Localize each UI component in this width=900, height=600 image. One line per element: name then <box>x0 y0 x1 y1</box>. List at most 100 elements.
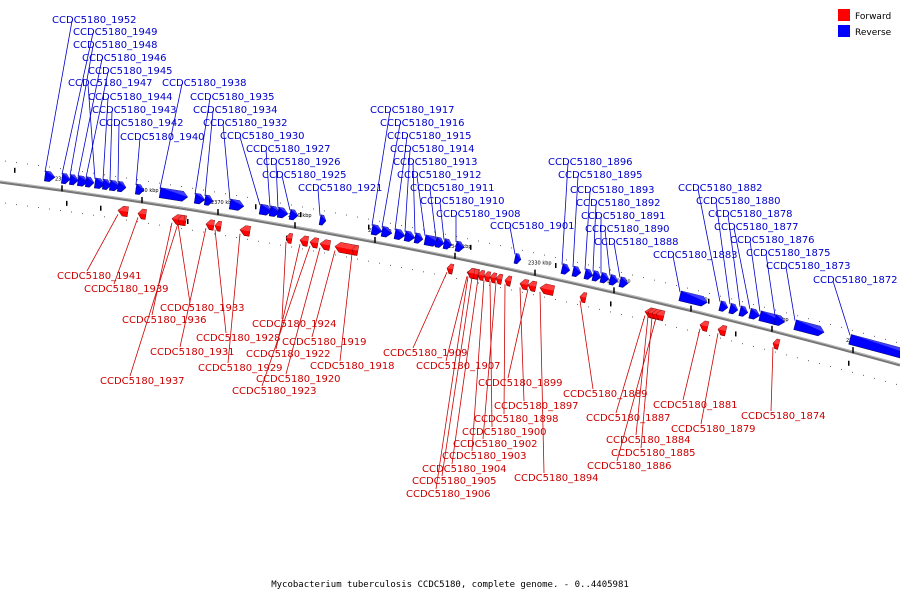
reverse-gene-arrow[interactable] <box>848 334 900 364</box>
reverse-gene-label[interactable]: CCDC5180_1916 <box>380 118 465 129</box>
reverse-gene-label[interactable]: CCDC5180_1948 <box>73 40 158 51</box>
forward-gene-label[interactable]: CCDC5180_1905 <box>412 476 497 487</box>
reverse-gene-label[interactable]: CCDC5180_1908 <box>436 209 521 220</box>
reverse-gene-arrow[interactable] <box>678 290 709 307</box>
reverse-gene-feature[interactable] <box>158 187 189 202</box>
reverse-gene-feature[interactable] <box>228 198 245 211</box>
reverse-gene-feature[interactable] <box>413 232 424 244</box>
forward-gene-label[interactable]: CCDC5180_1918 <box>310 361 395 372</box>
forward-gene-feature[interactable] <box>655 309 666 322</box>
reverse-gene-label[interactable]: CCDC5180_1943 <box>92 105 177 116</box>
reverse-gene-feature[interactable] <box>94 177 106 189</box>
forward-gene-feature[interactable] <box>477 269 486 281</box>
forward-gene-label[interactable]: CCDC5180_1874 <box>741 411 826 422</box>
forward-gene-label[interactable]: CCDC5180_1898 <box>474 414 559 425</box>
forward-gene-feature[interactable] <box>717 324 728 337</box>
forward-gene-label[interactable]: CCDC5180_1928 <box>196 333 281 344</box>
reverse-gene-label[interactable]: CCDC5180_1945 <box>88 66 173 77</box>
forward-gene-label[interactable]: CCDC5180_1884 <box>606 435 691 446</box>
reverse-gene-feature[interactable] <box>393 228 406 241</box>
forward-gene-feature[interactable] <box>205 219 215 231</box>
forward-gene-feature[interactable] <box>495 273 504 285</box>
forward-gene-feature[interactable] <box>299 235 310 247</box>
reverse-gene-label[interactable]: CCDC5180_1932 <box>203 118 288 129</box>
reverse-gene-feature[interactable] <box>678 290 709 307</box>
reverse-gene-label[interactable]: CCDC5180_1893 <box>570 185 655 196</box>
reverse-gene-feature[interactable] <box>380 226 393 238</box>
forward-gene-label[interactable]: CCDC5180_1920 <box>256 374 341 385</box>
reverse-gene-label[interactable]: CCDC5180_1876 <box>730 235 815 246</box>
reverse-gene-label[interactable]: CCDC5180_1878 <box>708 209 793 220</box>
forward-gene-label[interactable]: CCDC5180_1899 <box>478 378 563 389</box>
reverse-gene-feature[interactable] <box>748 308 761 320</box>
reverse-gene-feature[interactable] <box>193 193 206 205</box>
reverse-gene-feature[interactable] <box>618 276 629 289</box>
reverse-gene-label[interactable]: CCDC5180_1940 <box>120 132 205 143</box>
reverse-gene-label[interactable]: CCDC5180_1930 <box>220 131 305 142</box>
reverse-gene-feature[interactable] <box>583 268 594 281</box>
reverse-gene-feature[interactable] <box>108 179 121 192</box>
forward-gene-feature[interactable] <box>527 280 538 292</box>
reverse-gene-arrow[interactable] <box>276 207 289 219</box>
reverse-gene-feature[interactable] <box>268 205 281 218</box>
reverse-gene-arrow[interactable] <box>193 193 206 205</box>
reverse-gene-label[interactable]: CCDC5180_1911 <box>410 183 495 194</box>
forward-gene-label[interactable]: CCDC5180_1897 <box>494 401 579 412</box>
reverse-gene-label[interactable]: CCDC5180_1912 <box>397 170 482 181</box>
forward-gene-label[interactable]: CCDC5180_1919 <box>282 337 367 348</box>
reverse-gene-label[interactable]: CCDC5180_1913 <box>393 157 478 168</box>
forward-gene-feature[interactable] <box>214 220 223 232</box>
forward-gene-label[interactable]: CCDC5180_1906 <box>406 489 491 500</box>
reverse-gene-label[interactable]: CCDC5180_1915 <box>387 131 472 142</box>
reverse-gene-label[interactable]: CCDC5180_1934 <box>193 105 278 116</box>
forward-gene-feature[interactable] <box>504 275 513 287</box>
forward-gene-label[interactable]: CCDC5180_1879 <box>671 424 756 435</box>
forward-gene-label[interactable]: CCDC5180_1889 <box>563 389 648 400</box>
reverse-gene-label[interactable]: CCDC5180_1926 <box>256 157 341 168</box>
reverse-gene-feature[interactable] <box>599 272 610 284</box>
forward-gene-feature[interactable] <box>117 205 129 218</box>
reverse-gene-label[interactable]: CCDC5180_1946 <box>82 53 167 64</box>
reverse-gene-feature[interactable] <box>69 174 79 186</box>
forward-gene-label[interactable]: CCDC5180_1924 <box>252 319 337 330</box>
forward-gene-feature[interactable] <box>309 237 320 249</box>
reverse-gene-feature[interactable] <box>370 224 383 236</box>
reverse-gene-arrow[interactable] <box>44 170 56 182</box>
reverse-gene-label[interactable]: CCDC5180_1901 <box>490 221 575 232</box>
forward-gene-label[interactable]: CCDC5180_1886 <box>587 461 672 472</box>
reverse-gene-label[interactable]: CCDC5180_1927 <box>246 144 331 155</box>
reverse-gene-feature[interactable] <box>77 175 89 187</box>
forward-gene-label[interactable]: CCDC5180_1939 <box>84 284 169 295</box>
reverse-gene-label[interactable]: CCDC5180_1892 <box>576 198 661 209</box>
forward-gene-label[interactable]: CCDC5180_1902 <box>453 439 538 450</box>
reverse-gene-label[interactable]: CCDC5180_1895 <box>558 170 643 181</box>
forward-gene-label[interactable]: CCDC5180_1885 <box>611 448 696 459</box>
forward-gene-feature[interactable] <box>137 208 147 220</box>
reverse-gene-feature[interactable] <box>591 270 602 283</box>
reverse-gene-label[interactable]: CCDC5180_1883 <box>653 250 738 261</box>
reverse-gene-feature[interactable] <box>434 236 445 248</box>
reverse-gene-label[interactable]: CCDC5180_1914 <box>390 144 475 155</box>
reverse-gene-label[interactable]: CCDC5180_1925 <box>262 170 347 181</box>
forward-gene-feature[interactable] <box>539 283 556 296</box>
reverse-gene-feature[interactable] <box>288 209 299 221</box>
reverse-gene-label[interactable]: CCDC5180_1952 <box>52 15 137 26</box>
reverse-gene-label[interactable]: CCDC5180_1890 <box>585 224 670 235</box>
forward-gene-label[interactable]: CCDC5180_1900 <box>462 427 547 438</box>
reverse-gene-label[interactable]: CCDC5180_1917 <box>370 105 455 116</box>
reverse-gene-feature[interactable] <box>44 170 56 182</box>
reverse-gene-label[interactable]: CCDC5180_1875 <box>746 248 831 259</box>
forward-gene-feature[interactable] <box>699 320 710 332</box>
forward-gene-feature[interactable] <box>467 267 476 279</box>
forward-gene-label[interactable]: CCDC5180_1904 <box>422 464 507 475</box>
reverse-gene-label[interactable]: CCDC5180_1872 <box>813 275 898 286</box>
forward-gene-feature[interactable] <box>285 232 294 244</box>
reverse-gene-label[interactable]: CCDC5180_1877 <box>714 222 799 233</box>
forward-gene-feature[interactable] <box>519 279 530 291</box>
forward-gene-label[interactable]: CCDC5180_1936 <box>122 315 207 326</box>
reverse-gene-label[interactable]: CCDC5180_1947 <box>68 78 153 89</box>
reverse-gene-arrow[interactable] <box>94 177 106 189</box>
forward-gene-label[interactable]: CCDC5180_1933 <box>160 303 245 314</box>
reverse-gene-feature[interactable] <box>116 181 127 193</box>
forward-gene-label[interactable]: CCDC5180_1931 <box>150 347 235 358</box>
